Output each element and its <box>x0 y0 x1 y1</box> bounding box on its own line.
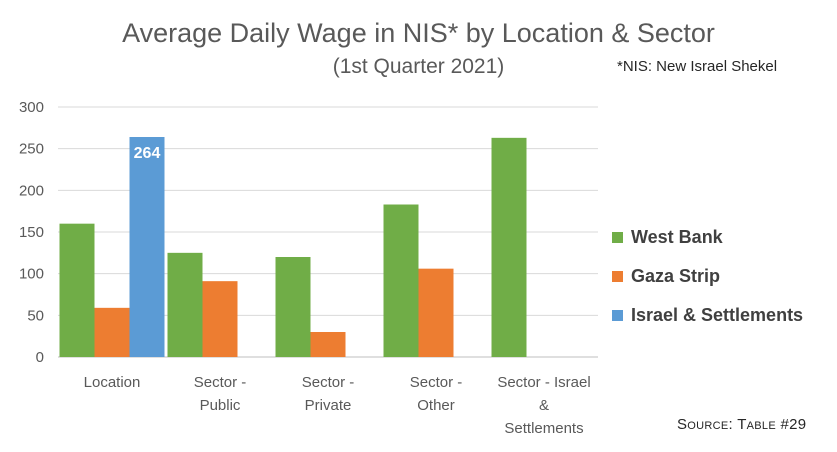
bar-gaza-strip <box>310 332 346 357</box>
y-axis: 0 50 100 150 200 250 300 <box>19 99 44 366</box>
legend-swatch <box>612 310 623 321</box>
bar-gaza-strip <box>202 281 238 357</box>
y-tick-label: 150 <box>19 224 44 241</box>
legend-item: West Bank <box>612 218 803 257</box>
y-tick-label: 300 <box>19 99 44 116</box>
legend-item: Israel & Settlements <box>612 296 803 335</box>
x-tick-label: Sector - <box>302 374 355 391</box>
source-note: Source: Table #29 <box>677 416 807 433</box>
bar-west-bank <box>383 204 419 357</box>
legend-swatch <box>612 271 623 282</box>
y-tick-label: 50 <box>27 307 44 324</box>
chart-subtitle: (1st Quarter 2021) <box>332 55 505 78</box>
bar-israel-settlements <box>129 137 165 357</box>
currency-note: *NIS: New Israel Shekel <box>617 58 778 75</box>
legend: West Bank Gaza Strip Israel & Settlements <box>612 218 803 335</box>
bar-west-bank <box>491 137 527 357</box>
x-tick-label: Private <box>305 397 352 414</box>
bars <box>59 137 527 357</box>
x-tick-label: Public <box>200 397 241 414</box>
legend-label: Gaza Strip <box>631 266 721 286</box>
bar-gaza-strip <box>418 268 454 357</box>
y-tick-label: 0 <box>36 349 44 366</box>
x-tick-label: Settlements <box>504 420 583 437</box>
x-tick-label: Sector - <box>194 374 247 391</box>
x-tick-label: Location <box>84 374 141 391</box>
x-axis: Location Sector - Public Sector - Private Sec… <box>84 374 591 437</box>
y-tick-label: 250 <box>19 141 44 158</box>
x-tick-label: & <box>539 397 549 414</box>
x-tick-label: Sector - <box>410 374 463 391</box>
bar-west-bank <box>59 223 95 357</box>
legend-item: Gaza Strip <box>612 257 803 296</box>
legend-label: West Bank <box>631 227 723 247</box>
legend-label: Israel & Settlements <box>631 305 804 325</box>
data-labels: 264 <box>134 145 161 162</box>
chart-title: Average Daily Wage in NIS* by Location &… <box>122 18 715 48</box>
y-tick-label: 100 <box>19 266 44 283</box>
x-tick-label: Other <box>417 397 455 414</box>
y-tick-label: 200 <box>19 182 44 199</box>
data-label: 264 <box>134 145 161 162</box>
bar-west-bank <box>167 252 203 357</box>
legend-swatch <box>612 232 623 243</box>
bar-west-bank <box>275 257 311 357</box>
bar-gaza-strip <box>94 307 130 357</box>
x-tick-label: Sector - Israel <box>497 374 590 391</box>
